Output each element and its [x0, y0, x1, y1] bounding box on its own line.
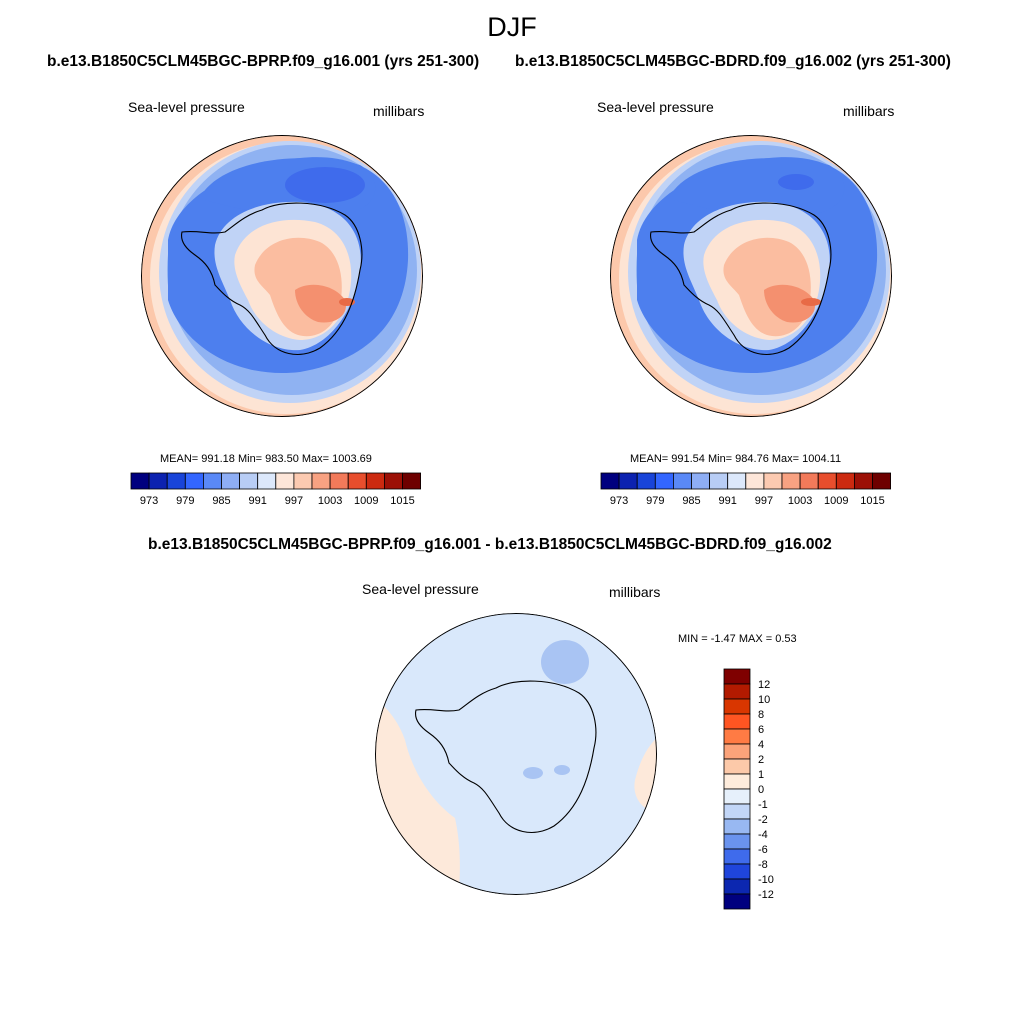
diff-title: b.e13.B1850C5CLM45BGC-BPRP.f09_g16.001 -… — [148, 536, 832, 553]
colorbar-swatch — [723, 758, 751, 775]
stats-right: MEAN= 991.54 Min= 984.76 Max= 1004.11 — [630, 453, 842, 465]
colorbar-swatch — [781, 472, 801, 490]
colorbar-swatch — [727, 472, 747, 490]
colorbar-swatch — [835, 472, 855, 490]
colorbar-swatch — [723, 788, 751, 805]
colorbar-swatch — [311, 472, 331, 490]
colorbar-tick-label: -6 — [758, 844, 768, 856]
colorbar-tick-label: 985 — [682, 495, 700, 507]
map-diff — [375, 613, 657, 895]
colorbar-swatch — [872, 472, 892, 490]
colorbar-swatch — [293, 472, 313, 490]
colorbar-swatch — [383, 472, 403, 490]
colorbar-tick-label: 12 — [758, 679, 770, 691]
colorbar-tick-label: -8 — [758, 859, 768, 871]
colorbar-swatch — [691, 472, 711, 490]
page-title: DJF — [487, 12, 537, 42]
colorbar-swatch — [402, 472, 422, 490]
colorbar-swatch — [329, 472, 349, 490]
colorbar-swatch — [723, 698, 751, 715]
colorbar-swatch — [723, 683, 751, 700]
colorbar-swatch — [166, 472, 186, 490]
colorbar-tick-label: 0 — [758, 784, 764, 796]
colorbar-tick-label: 4 — [758, 739, 764, 751]
colorbar-left: 973 979 985 991 997 1003 1009 1015 — [130, 472, 422, 507]
colorbar-swatch — [257, 472, 277, 490]
colorbar-tick-label: 1003 — [788, 495, 812, 507]
colorbar-tick-label: 985 — [212, 495, 230, 507]
colorbar-tick-label: 997 — [285, 495, 303, 507]
colorbar-tick-label: 1 — [758, 769, 764, 781]
colorbar-tick-label: 1015 — [860, 495, 884, 507]
colorbar-tick-label: 991 — [249, 495, 267, 507]
colorbar-swatch — [673, 472, 692, 490]
colorbar-swatch — [600, 472, 620, 490]
colorbar-tick-label: 6 — [758, 724, 764, 736]
colorbar-tick-label: 1015 — [390, 495, 414, 507]
units-label-diff: millibars — [609, 584, 661, 600]
colorbar-swatch — [723, 893, 751, 910]
colorbar-tick-label: -10 — [758, 874, 774, 886]
stats-left: MEAN= 991.18 Min= 983.50 Max= 1003.69 — [160, 453, 372, 465]
colorbar-swatch — [723, 878, 751, 895]
colorbar-tick-label: 1009 — [354, 495, 378, 507]
map-left — [141, 135, 423, 417]
field-label-diff: Sea-level pressure — [362, 581, 479, 597]
map-right — [610, 135, 892, 417]
colorbar-swatch — [221, 472, 241, 490]
colorbar-tick-label: 1003 — [318, 495, 342, 507]
colorbar-swatch — [148, 472, 168, 490]
colorbar-swatch — [347, 472, 367, 490]
colorbar-swatch — [275, 472, 295, 490]
field-label-right: Sea-level pressure — [597, 99, 714, 115]
colorbar-tick-label: 973 — [610, 495, 628, 507]
colorbar-tick-label: 2 — [758, 754, 764, 766]
colorbar-swatch — [723, 728, 751, 745]
colorbar-swatch — [723, 803, 751, 820]
colorbar-swatch — [723, 863, 751, 880]
colorbar-swatch — [130, 472, 150, 490]
colorbar-swatch — [723, 743, 751, 760]
colorbar-tick-label: 1009 — [824, 495, 848, 507]
colorbar-tick-label: 10 — [758, 694, 770, 706]
colorbar-tick-label: 997 — [755, 495, 773, 507]
colorbar-tick-label: 8 — [758, 709, 764, 721]
field-label-left: Sea-level pressure — [128, 99, 245, 115]
colorbar-tick-label: 973 — [140, 495, 158, 507]
colorbar-tick-label: 979 — [646, 495, 664, 507]
colorbar-tick-label: -12 — [758, 889, 774, 901]
colorbar-tick-label: -4 — [758, 829, 768, 841]
colorbar-swatch — [763, 472, 783, 490]
case-title-right: b.e13.B1850C5CLM45BGC-BDRD.f09_g16.002 (… — [515, 53, 951, 70]
colorbar-swatch — [202, 472, 222, 490]
units-label-left: millibars — [373, 103, 425, 119]
colorbar-right: 973 979 985 991 997 1003 1009 1015 — [600, 472, 892, 507]
colorbar-swatch — [636, 472, 656, 490]
colorbar-tick-label: 991 — [719, 495, 737, 507]
colorbar-swatch — [799, 472, 819, 490]
colorbar-tick-label: -1 — [758, 799, 768, 811]
colorbar-swatch — [723, 848, 751, 865]
colorbar-swatch — [817, 472, 837, 490]
colorbar-swatch — [723, 833, 751, 850]
colorbar-swatch — [184, 472, 204, 490]
stats-diff: MIN = -1.47 MAX = 0.53 — [678, 633, 797, 645]
colorbar-swatch — [654, 472, 674, 490]
colorbar-swatch — [239, 472, 259, 490]
colorbar-swatch — [709, 472, 729, 490]
colorbar-swatch — [365, 472, 385, 490]
colorbar-swatch — [854, 472, 873, 490]
units-label-right: millibars — [843, 103, 895, 119]
colorbar-swatch — [723, 818, 751, 835]
colorbar-swatch — [723, 773, 751, 790]
colorbar-tick-label: 979 — [176, 495, 194, 507]
colorbar-swatch — [745, 472, 765, 490]
case-title-left: b.e13.B1850C5CLM45BGC-BPRP.f09_g16.001 (… — [47, 53, 480, 70]
colorbar-tick-label: -2 — [758, 814, 768, 826]
colorbar-swatch — [618, 472, 638, 490]
colorbar-swatch — [723, 713, 751, 730]
colorbar-swatch — [723, 668, 751, 685]
